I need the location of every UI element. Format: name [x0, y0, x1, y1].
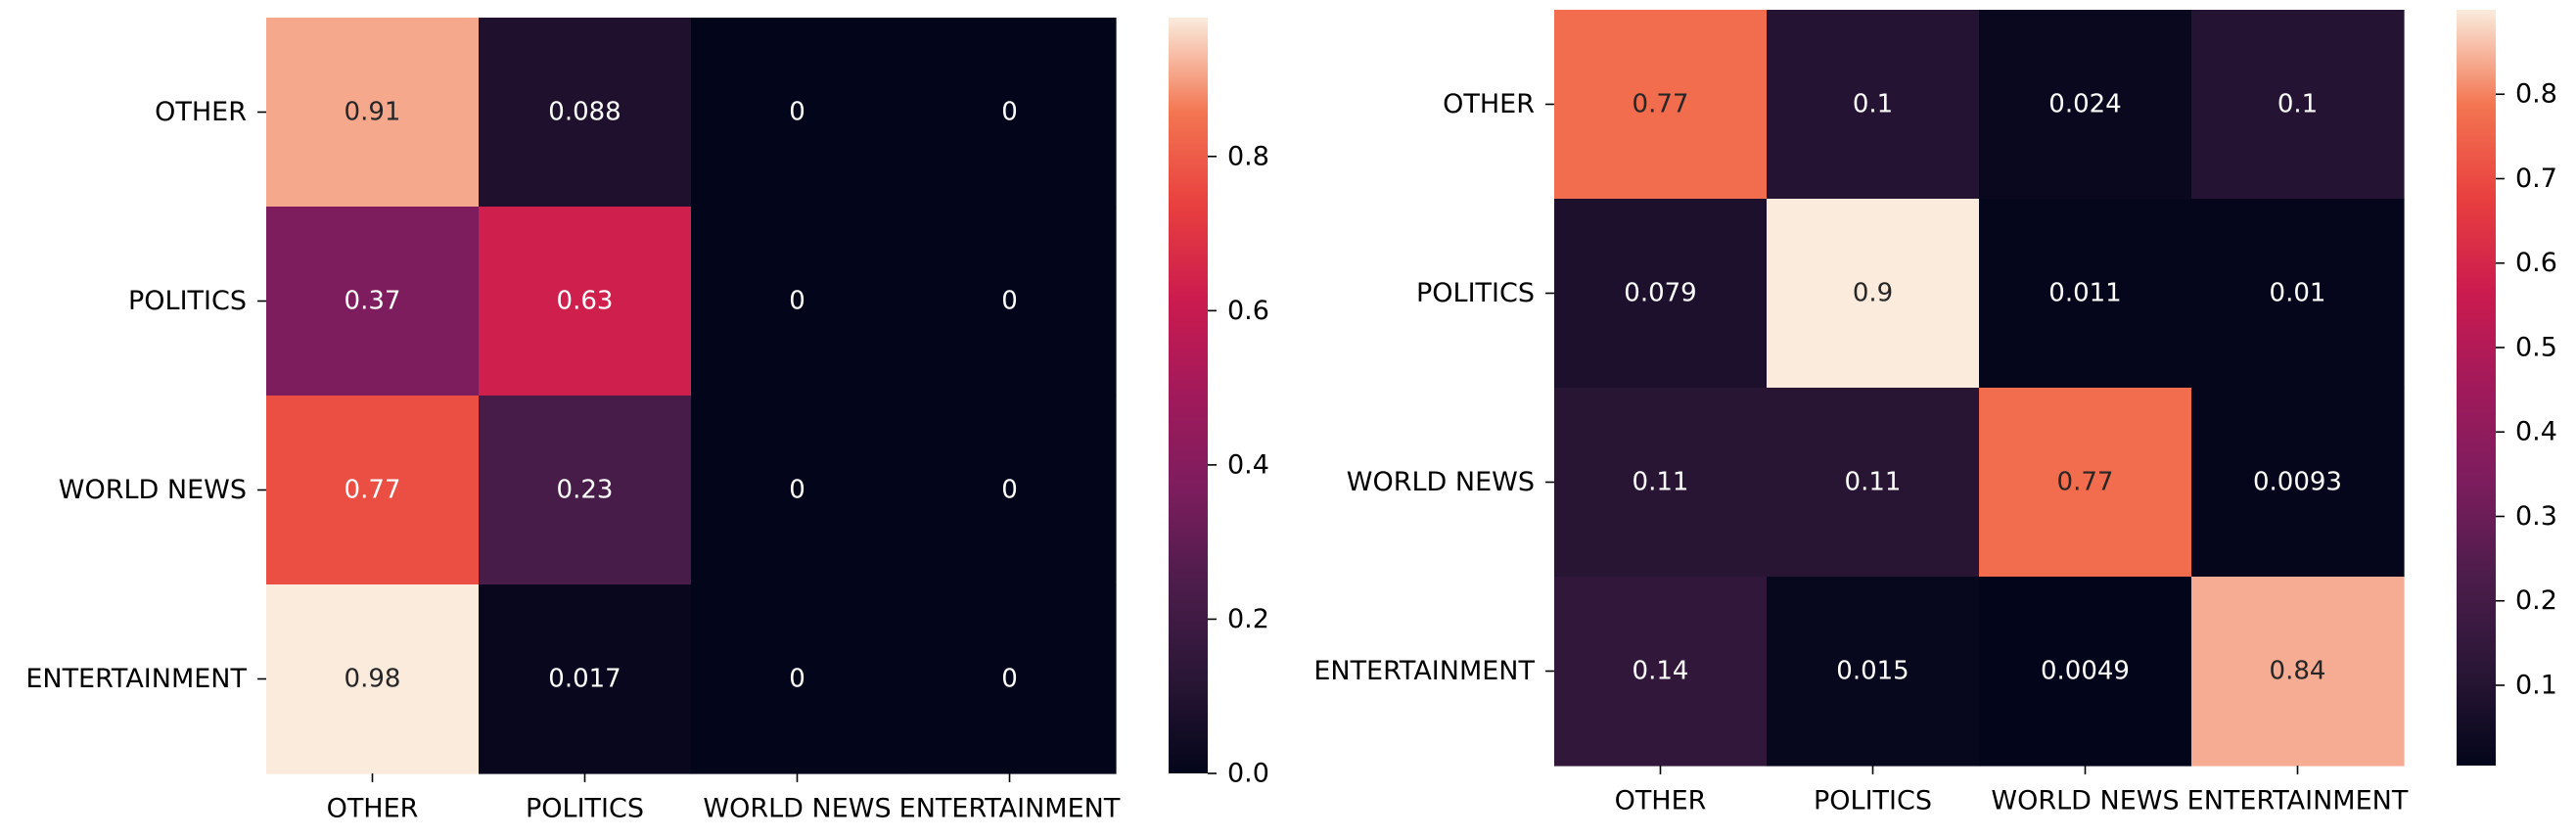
y-tick-label: WORLD NEWS — [59, 475, 247, 505]
heatmap-cell — [1979, 388, 2192, 578]
heatmap-cell — [903, 207, 1117, 396]
heatmap-cell — [479, 584, 692, 774]
colorbar — [2457, 10, 2496, 766]
x-tick-label: ENTERTAINMENT — [899, 794, 1121, 824]
heatmap-cell — [2191, 10, 2405, 200]
cell-value-label: 0.14 — [1633, 657, 1689, 686]
colorbar-tick-label: 0.5 — [2515, 332, 2557, 362]
cell-value-label: 0 — [1001, 476, 1018, 505]
cell-value-label: 0 — [1001, 287, 1018, 316]
heatmap-cell — [1767, 199, 1980, 389]
heatmap-cell — [1554, 577, 1768, 767]
heatmap-cell — [1767, 577, 1980, 767]
heatmap-cell — [1767, 10, 1980, 200]
cell-value-label: 0.9 — [1853, 279, 1893, 308]
x-tick-label: OTHER — [1615, 786, 1707, 816]
cell-value-label: 0.11 — [1845, 468, 1902, 497]
heatmap-1: 0.91 0.088 0 0 0.37 0.63 0 0 0.77 0.23 0 0 0.98 0.017… — [25, 18, 1269, 824]
cell-value-label: 0 — [789, 476, 805, 505]
cell-value-label: 0.77 — [2057, 468, 2114, 497]
heatmap-cell — [266, 396, 480, 585]
heatmap-cell — [903, 584, 1117, 774]
colorbar-tick-label: 0.4 — [2515, 417, 2557, 447]
x-tick-label: POLITICS — [1814, 786, 1932, 816]
colorbar-tick-label: 0.1 — [2515, 670, 2557, 700]
cell-value-label: 0.63 — [557, 287, 614, 316]
heatmap-cell — [1979, 577, 2192, 767]
y-tick-label: POLITICS — [1416, 278, 1535, 308]
y-tick-label: OTHER — [155, 97, 247, 127]
y-tick-label: ENTERTAINMENT — [25, 664, 247, 694]
cell-value-label: 0.37 — [345, 287, 401, 316]
colorbar-tick-label: 0.8 — [1227, 141, 1269, 171]
cell-value-label: 0 — [789, 665, 805, 694]
cell-value-label: 0.079 — [1624, 279, 1696, 308]
heatmap-cell — [903, 396, 1117, 585]
cell-value-label: 0.91 — [345, 98, 401, 127]
cell-value-label: 0.77 — [345, 476, 401, 505]
heatmap-cell — [266, 584, 480, 774]
colorbar — [1169, 18, 1208, 773]
y-tick-label: POLITICS — [128, 286, 247, 316]
heatmap-cell — [2191, 199, 2405, 389]
heatmap-cell — [691, 584, 904, 774]
heatmap-cell — [266, 18, 480, 208]
heatmap-cell — [1979, 199, 2192, 389]
heatmap-cell — [479, 396, 692, 585]
colorbar-tick-label: 0.2 — [2515, 585, 2557, 616]
cell-value-label: 0.088 — [548, 98, 621, 127]
x-tick-label: OTHER — [327, 794, 419, 824]
cell-value-label: 0.01 — [2270, 279, 2326, 308]
heatmap-cell — [691, 18, 904, 208]
x-tick-label: POLITICS — [526, 794, 644, 824]
cell-value-label: 0.23 — [557, 476, 614, 505]
cell-value-label: 0.0093 — [2253, 468, 2342, 497]
x-tick-label: ENTERTAINMENT — [2187, 786, 2409, 816]
colorbar-tick-label: 0.8 — [2515, 79, 2557, 110]
heatmap-cell — [1554, 199, 1768, 389]
cell-value-label: 0.1 — [2277, 90, 2318, 119]
heatmap-cell — [1554, 388, 1768, 578]
cell-value-label: 0.024 — [2048, 90, 2121, 119]
colorbar-tick-label: 0.2 — [1227, 604, 1269, 634]
colorbar-tick-label: 0.0 — [1227, 759, 1269, 789]
colorbar-tick-label: 0.7 — [2515, 163, 2557, 194]
cell-value-label: 0 — [1001, 98, 1018, 127]
cell-value-label: 0.1 — [1853, 90, 1893, 119]
heatmap-2: 0.77 0.1 0.024 0.1 0.079 0.9 0.011 0.01 0.11 0.11… — [1313, 10, 2557, 816]
cell-value-label: 0 — [1001, 665, 1018, 694]
heatmap-cell — [903, 18, 1117, 208]
x-tick-label: WORLD NEWS — [703, 794, 891, 824]
cell-value-label: 0.77 — [1633, 90, 1689, 119]
colorbar-tick-label: 0.4 — [1227, 449, 1269, 480]
cell-value-label: 0.011 — [2048, 279, 2121, 308]
cell-value-label: 0 — [789, 287, 805, 316]
colorbar-tick-label: 0.3 — [2515, 501, 2557, 532]
heatmap-cell — [479, 207, 692, 396]
heatmap-cell — [2191, 577, 2405, 767]
x-tick-label: WORLD NEWS — [1991, 786, 2179, 816]
cell-value-label: 0.11 — [1633, 468, 1689, 497]
heatmap-cell — [2191, 388, 2405, 578]
cell-value-label: 0.017 — [548, 665, 621, 694]
heatmap-cell — [691, 207, 904, 396]
heatmap-cell — [691, 396, 904, 585]
heatmap-cell — [1767, 388, 1980, 578]
colorbar-tick-label: 0.6 — [1227, 296, 1269, 326]
cell-value-label: 0 — [789, 98, 805, 127]
heatmap-cell — [1979, 10, 2192, 200]
cell-value-label: 0.015 — [1836, 657, 1909, 686]
cell-value-label: 0.0049 — [2041, 657, 2130, 686]
colorbar-tick-label: 0.6 — [2515, 248, 2557, 278]
y-tick-label: WORLD NEWS — [1347, 467, 1535, 497]
y-tick-label: ENTERTAINMENT — [1313, 656, 1535, 686]
y-tick-label: OTHER — [1443, 89, 1535, 119]
heatmap-cell — [1554, 10, 1768, 200]
cell-value-label: 0.84 — [2270, 657, 2326, 686]
heatmap-cell — [266, 207, 480, 396]
cell-value-label: 0.98 — [345, 665, 401, 694]
heatmap-cell — [479, 18, 692, 208]
